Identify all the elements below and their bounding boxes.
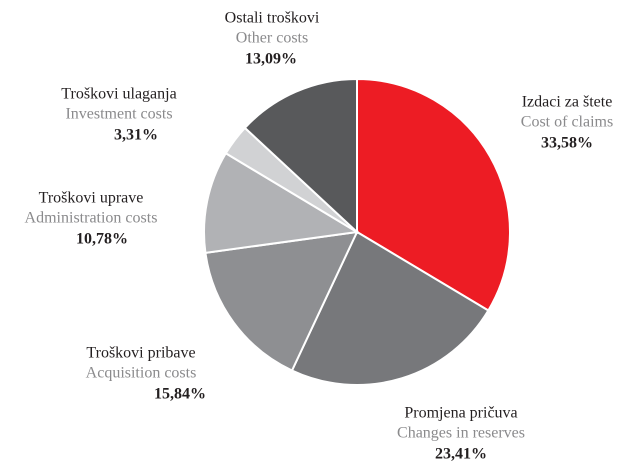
pie-slice xyxy=(290,230,490,386)
pie-slice xyxy=(204,230,359,372)
slice-value-label: 33,58% xyxy=(541,135,593,152)
slice-label: Troškovi ulaganja xyxy=(61,86,176,103)
slice-label: Troškovi pribave xyxy=(86,345,195,362)
slice-value-label: 23,41% xyxy=(435,446,487,463)
pie-slice xyxy=(243,77,358,235)
pie-slice xyxy=(356,77,511,312)
slice-value-label: 3,31% xyxy=(114,127,158,144)
slice-label: Troškovi uprave xyxy=(39,190,144,207)
slice-label: Promjena pričuva xyxy=(404,405,517,422)
slice-label-en: Other costs xyxy=(236,30,308,47)
slice-label-en: Changes in reserves xyxy=(397,425,525,442)
slice-value-label: 13,09% xyxy=(245,51,297,68)
slice-value-label: 10,78% xyxy=(76,231,128,248)
slice-label: Izdaci za štete xyxy=(522,94,613,111)
pie-slice xyxy=(203,151,360,254)
slice-label-en: Administration costs xyxy=(25,210,158,227)
slice-label: Ostali troškovi xyxy=(225,10,320,27)
slice-label-en: Investment costs xyxy=(65,106,172,123)
slice-label-en: Cost of claims xyxy=(521,114,613,131)
slice-value-label: 15,84% xyxy=(154,386,206,403)
slice-label-en: Acquisition costs xyxy=(86,365,197,382)
